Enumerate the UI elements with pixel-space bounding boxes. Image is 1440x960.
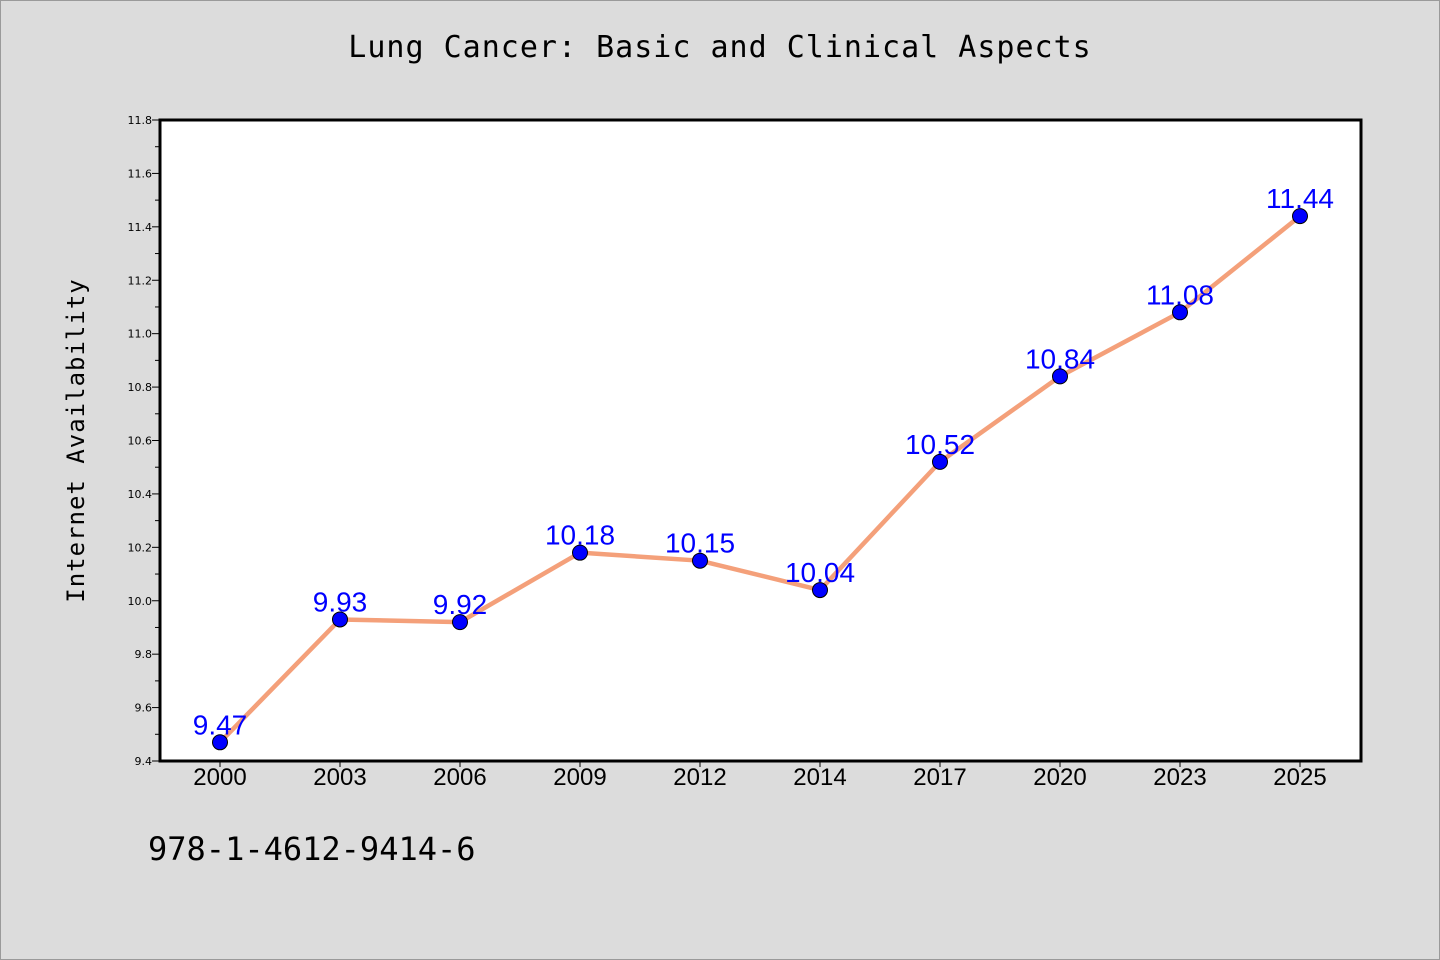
data-label: 9.93: [313, 586, 368, 617]
chart-title: Lung Cancer: Basic and Clinical Aspects: [348, 30, 1092, 65]
data-label: 11.08: [1146, 279, 1214, 310]
x-tick-label: 2014: [793, 764, 846, 791]
data-point: [692, 552, 708, 569]
y-tick-label: 10.0: [128, 595, 153, 608]
data-label: 11.44: [1266, 183, 1334, 214]
data-labels: 9.47 9.93 9.92 10.18 10.15 10.04 10.52 10.84 11.…: [193, 183, 1334, 740]
x-tick-label: 2023: [1153, 764, 1206, 791]
data-label: 10.18: [545, 520, 615, 551]
y-tick-label: 10.2: [128, 541, 153, 554]
data-label: 10.52: [905, 429, 975, 460]
y-tick-label: 11.2: [128, 274, 153, 287]
series-line: [218, 214, 1302, 744]
data-point: [332, 611, 348, 628]
data-point: [1052, 368, 1068, 385]
data-point: [212, 734, 228, 751]
plot-area: [158, 118, 1363, 763]
isbn-text: 978-1-4612-9414-6: [148, 830, 476, 868]
y-tick-label: 10.4: [128, 488, 153, 501]
x-tick-label: 2012: [673, 764, 726, 791]
y-tick-label: 10.6: [128, 435, 153, 448]
data-label: 9.92: [433, 589, 488, 620]
data-label: 10.84: [1025, 343, 1095, 374]
y-tick-label: 9.8: [135, 648, 153, 661]
y-tick-label: 9.6: [135, 702, 153, 715]
x-tick-label: 2020: [1033, 764, 1086, 791]
data-markers: [212, 208, 1308, 751]
data-point: [1172, 304, 1188, 321]
y-tick-label: 11.8: [128, 114, 153, 127]
y-tick-label: 10.8: [128, 381, 153, 394]
x-tick-label: 2009: [553, 764, 606, 791]
x-tick-label: 2000: [193, 764, 246, 791]
data-point: [812, 582, 828, 599]
x-tick-label: 2003: [313, 764, 366, 791]
y-axis: 9.4 9.6 9.8 10.0 10.2 10.4 10.6 10.8 11.0 11.2 11.…: [128, 114, 160, 768]
data-point: [932, 453, 948, 470]
x-axis: 2000 2003 2006 2009 2012 2014 2017 2020 2023 2025: [193, 761, 1327, 791]
data-point: [452, 614, 468, 631]
data-label: 10.04: [785, 557, 855, 588]
data-point: [1292, 208, 1308, 225]
y-tick-label: 9.4: [135, 755, 153, 768]
x-tick-label: 2006: [433, 764, 486, 791]
data-label: 9.47: [193, 709, 248, 740]
x-tick-label: 2017: [913, 764, 966, 791]
y-axis-label: Internet Availability: [62, 278, 90, 602]
data-label: 10.15: [665, 528, 735, 559]
y-tick-label: 11.6: [128, 167, 153, 180]
x-tick-label: 2025: [1273, 764, 1326, 791]
y-tick-label: 11.0: [128, 328, 153, 341]
y-tick-label: 11.4: [128, 221, 153, 234]
data-point: [572, 544, 588, 561]
